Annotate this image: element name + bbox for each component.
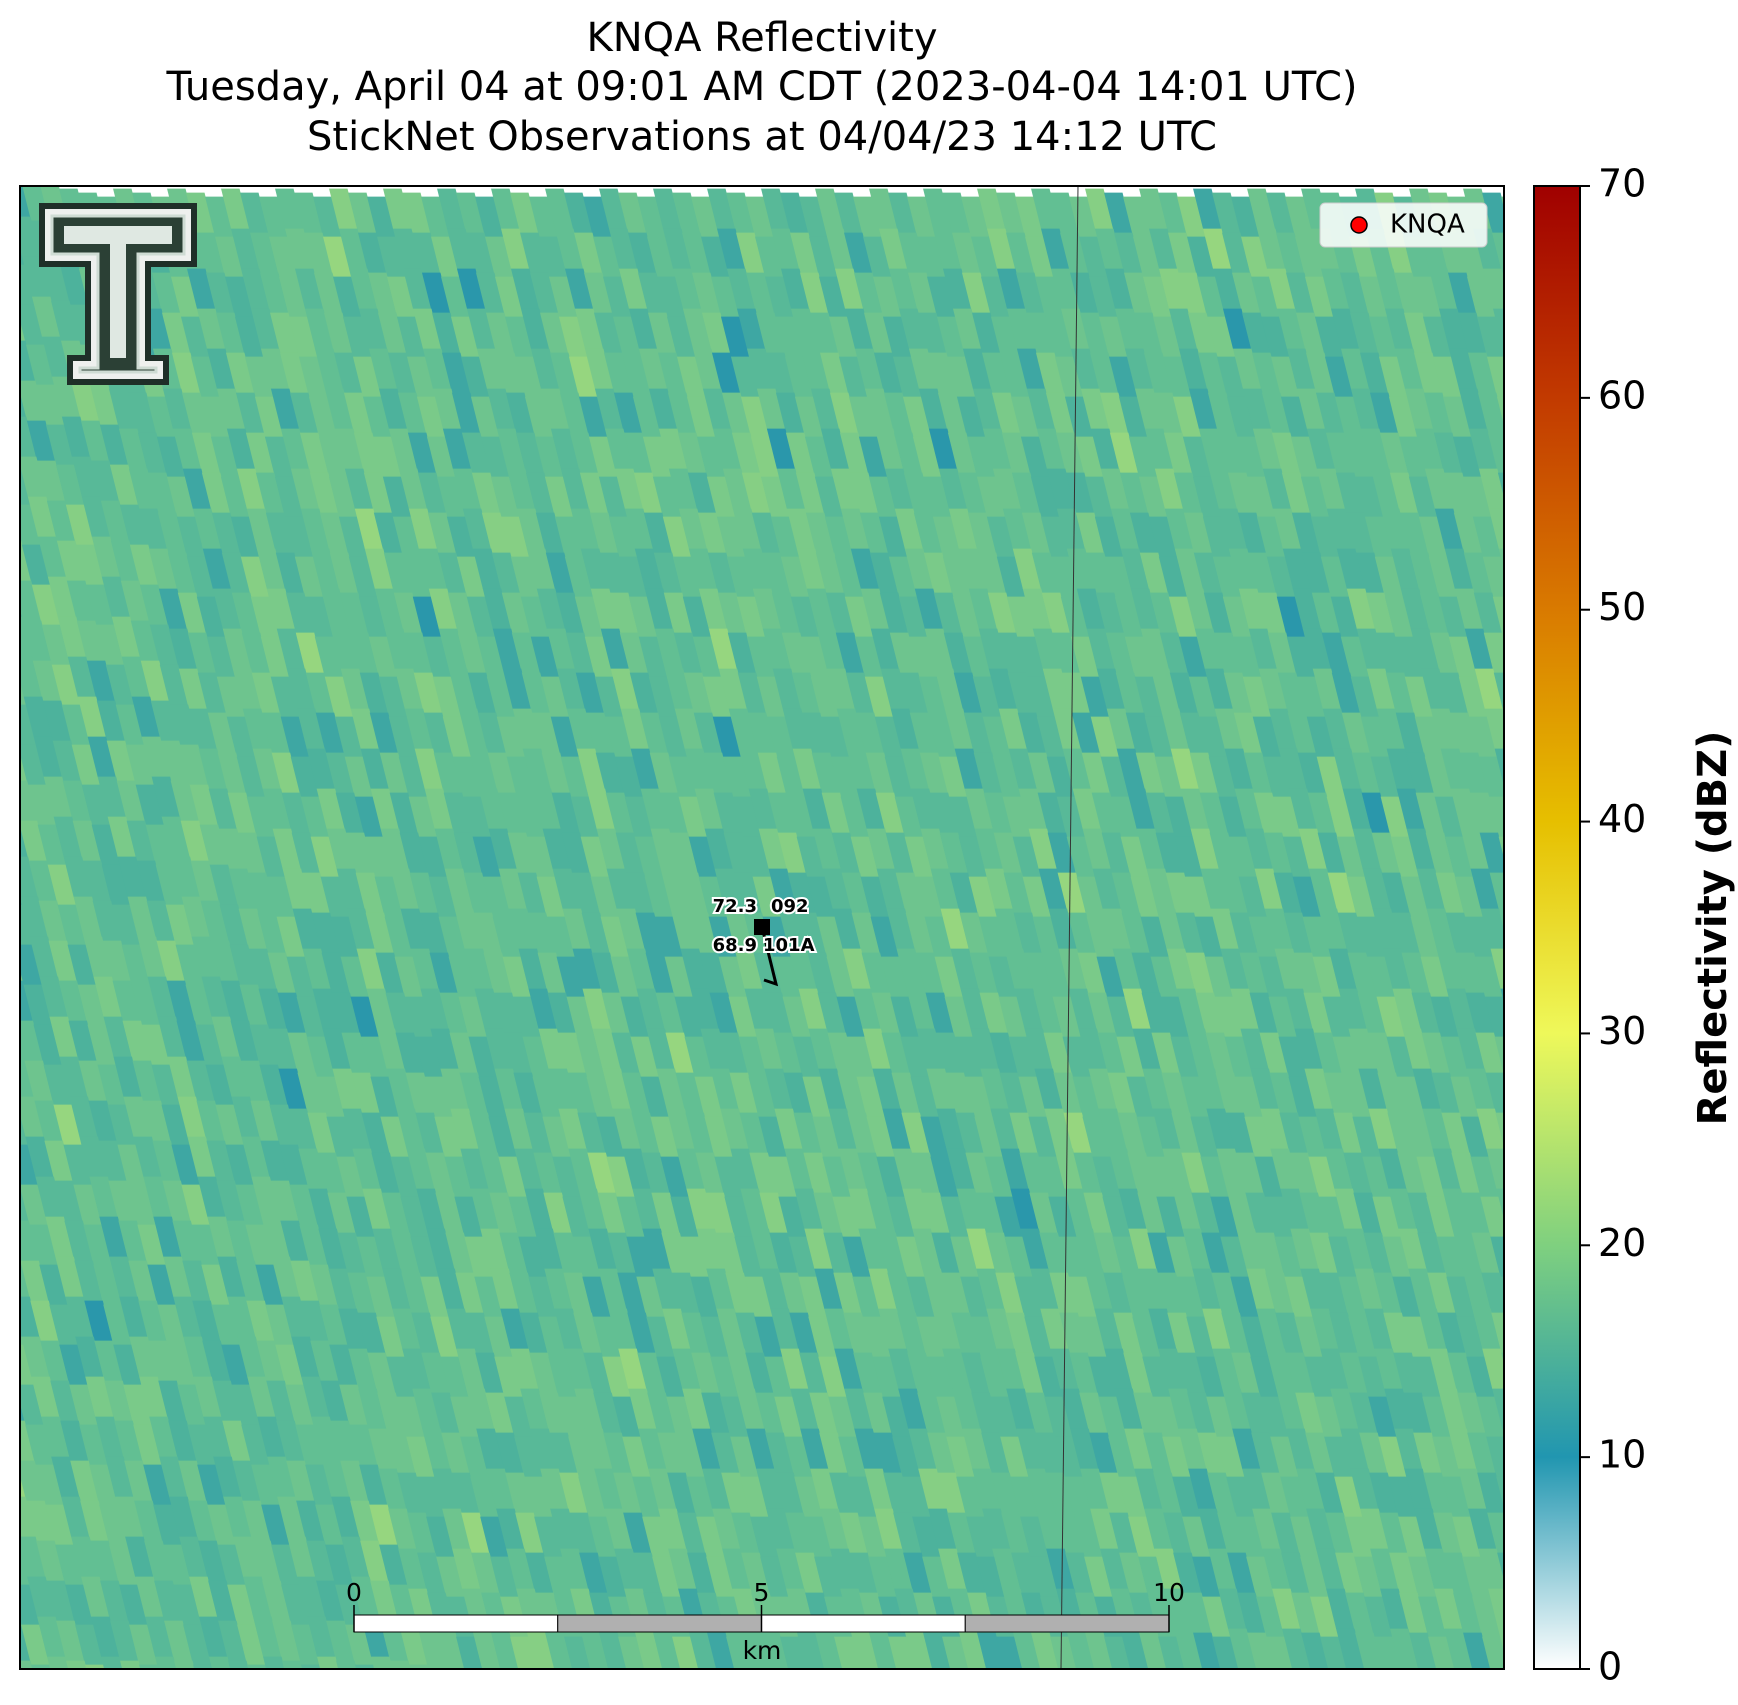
legend-marker (1350, 216, 1368, 234)
logo (39, 203, 197, 385)
station-plot: 72.3 092 68.9 101A (711, 894, 817, 987)
scale-bar: 0 5 10 km (346, 1578, 1185, 1665)
colorbar-tick-label: 70 (1598, 162, 1646, 206)
legend: KNQA (1319, 202, 1488, 248)
title: KNQA Reflectivity (586, 15, 937, 61)
station-value: 72.3 (713, 896, 757, 917)
colorbar-tick-label: 10 (1598, 1433, 1646, 1477)
colorbar-tick-label: 0 (1598, 1645, 1622, 1689)
station-value: 092 (771, 896, 809, 917)
station-value: 68.9 (713, 935, 757, 956)
scale-segment (557, 1614, 762, 1633)
colorbar-tick-label: 60 (1598, 373, 1646, 417)
colorbar-tick-label: 40 (1598, 797, 1646, 841)
scale-tick-label: 5 (754, 1578, 770, 1607)
wind-barb (760, 926, 779, 987)
legend-box (1319, 202, 1488, 248)
legend-label: KNQA (1390, 210, 1465, 240)
colorbar-tick-label: 20 (1598, 1221, 1646, 1265)
scale-unit: km (743, 1636, 782, 1665)
subtitle: Tuesday, April 04 at 09:01 AM CDT (2023-… (166, 64, 1358, 110)
scale-tick-label: 10 (1153, 1578, 1185, 1607)
county-line (1060, 185, 1079, 1670)
radar-cells (20, 186, 1504, 1669)
scale-segment (964, 1614, 1170, 1633)
scale-segment (353, 1614, 559, 1633)
radar-field (20, 186, 1504, 1669)
colorbar: Reflectivity (dBZ) 0 10 20 30 40 50 60 70 (1533, 162, 1736, 1689)
colorbar-tick-label: 30 (1598, 1009, 1646, 1053)
plot-frame (19, 185, 1505, 1670)
scale-segment (761, 1614, 966, 1633)
scale-tick-label: 0 (346, 1578, 362, 1607)
subtitle: StickNet Observations at 04/04/23 14:12 … (307, 114, 1217, 160)
station-value: 101A (763, 935, 815, 956)
colorbar-tick-label: 50 (1598, 585, 1646, 629)
colorbar-ramp (1533, 185, 1581, 1670)
colorbar-label: Reflectivity (dBZ) (1690, 731, 1736, 1126)
